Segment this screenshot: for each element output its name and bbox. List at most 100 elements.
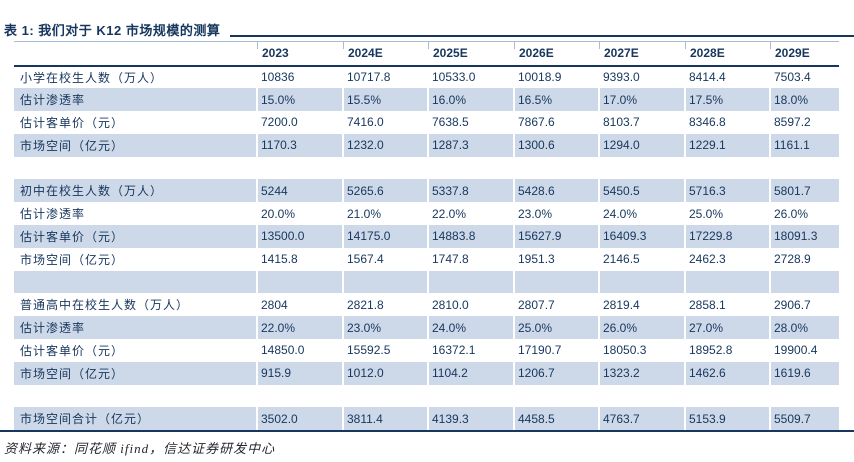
table-bottom-rule <box>0 430 854 433</box>
value-cell: 5265.6 <box>342 179 428 203</box>
table-title-row: 表 1: 我们对于 K12 市场规模的测算 <box>0 0 854 39</box>
value-cell: 18.0% <box>769 88 839 112</box>
row-label: 估计客单价（元） <box>20 343 125 358</box>
value-cell: 10836 <box>256 65 343 89</box>
value-cell: 1232.0 <box>342 133 428 157</box>
value-cell: 24.0% <box>427 316 514 340</box>
k12-market-table: 2023 2024E 2025E 2026E 2027E 2028E 2029E 小学在校生… <box>14 41 839 431</box>
table-row: 估计客单价（元） 14850.0 15592.5 16372.1 17190.7 1805… <box>14 339 839 362</box>
value-cell: 1287.3 <box>427 133 514 157</box>
row-label: 估计渗透率 <box>20 207 86 222</box>
value-cell: 23.0% <box>513 202 599 226</box>
row-label: 小学在校生人数（万人） <box>20 70 164 85</box>
value-cell: 2728.9 <box>769 247 839 271</box>
value-cell <box>598 384 685 408</box>
value-cell <box>513 156 599 180</box>
table-row: 市场空间（亿元） 1415.8 1567.4 1747.8 1951.3 2146.5 24… <box>14 247 839 271</box>
value-cell: 15.5% <box>342 88 428 112</box>
value-cell: 1170.3 <box>256 133 343 157</box>
row-label: 估计渗透率 <box>14 316 257 340</box>
value-cell: 2819.4 <box>598 293 685 317</box>
source-note: 资料来源：同花顺 ifind，信达证券研发中心 <box>4 441 276 457</box>
row-label <box>14 270 257 294</box>
value-cell: 5450.5 <box>598 179 685 203</box>
value-cell: 7503.4 <box>769 65 839 89</box>
value-cell: 8597.2 <box>769 111 839 134</box>
table-row: 估计客单价（元） 13500.0 14175.0 14883.8 15627.9 1640… <box>14 225 839 248</box>
value-cell <box>256 384 343 408</box>
value-cell: 14883.8 <box>427 225 514 248</box>
value-cell: 2807.7 <box>513 293 599 317</box>
value-cell: 9393.0 <box>598 65 685 89</box>
value-cell: 22.0% <box>427 202 514 226</box>
value-cell: 2146.5 <box>598 247 685 271</box>
value-cell: 10018.9 <box>513 65 599 89</box>
year-column-header: 2027E <box>599 41 685 67</box>
value-cell <box>342 156 428 180</box>
value-cell: 25.0% <box>513 316 599 340</box>
year-column-header: 2024E <box>343 41 428 67</box>
value-cell: 1415.8 <box>256 247 343 271</box>
row-label: 市场空间（亿元） <box>20 252 125 267</box>
table-row: 市场空间（亿元） 1170.3 1232.0 1287.3 1300.6 1294.0 12… <box>14 133 839 157</box>
value-cell <box>427 156 514 180</box>
value-cell: 3502.0 <box>256 407 343 431</box>
row-label <box>14 385 257 408</box>
value-cell: 1104.2 <box>427 361 514 385</box>
label-column-header <box>14 41 257 67</box>
value-cell: 15592.5 <box>342 339 428 362</box>
value-cell: 5716.3 <box>684 179 770 203</box>
value-cell: 3811.4 <box>342 407 428 431</box>
row-label: 估计客单价（元） <box>14 225 257 248</box>
value-cell: 17.5% <box>684 88 770 112</box>
table-row: 估计渗透率 15.0% 15.5% 16.0% 16.5% 17.0% 17.5% 18.0% <box>14 88 839 112</box>
value-cell: 19900.4 <box>769 339 839 362</box>
year-column-header: 2026E <box>514 41 599 67</box>
value-cell: 17190.7 <box>513 339 599 362</box>
total-row: 市场空间合计（亿元） 3502.0 3811.4 4139.3 4458.5 4763.7… <box>14 407 839 431</box>
value-cell: 1206.7 <box>513 361 599 385</box>
value-cell: 1567.4 <box>342 247 428 271</box>
value-cell: 7638.5 <box>427 111 514 134</box>
value-cell: 24.0% <box>598 202 685 226</box>
value-cell <box>598 156 685 180</box>
row-label: 市场空间（亿元） <box>14 133 257 157</box>
value-cell: 16409.3 <box>598 225 685 248</box>
value-cell: 16.0% <box>427 88 514 112</box>
value-cell: 17.0% <box>598 88 685 112</box>
value-cell: 1462.6 <box>684 361 770 385</box>
table-row: 估计渗透率 20.0% 21.0% 22.0% 23.0% 24.0% 25.0% 26.0% <box>14 202 839 226</box>
value-cell: 915.9 <box>256 361 343 385</box>
value-cell: 17229.8 <box>684 225 770 248</box>
row-label: 初中在校生人数（万人） <box>14 179 257 203</box>
value-cell: 2804 <box>256 293 343 317</box>
year-column-header: 2023 <box>257 41 343 67</box>
value-cell <box>598 270 685 294</box>
value-cell: 5153.9 <box>684 407 770 431</box>
value-cell: 5244 <box>256 179 343 203</box>
value-cell: 8414.4 <box>684 65 770 89</box>
value-cell: 26.0% <box>769 202 839 226</box>
table-title: 表 1: 我们对于 K12 市场规模的测算 <box>4 23 221 38</box>
value-cell: 4458.5 <box>513 407 599 431</box>
spacer-row <box>14 156 839 180</box>
value-cell: 14175.0 <box>342 225 428 248</box>
value-cell: 22.0% <box>256 316 343 340</box>
value-cell: 1012.0 <box>342 361 428 385</box>
value-cell: 5801.7 <box>769 179 839 203</box>
value-cell: 2906.7 <box>769 293 839 317</box>
row-label: 市场空间合计（亿元） <box>14 407 257 431</box>
value-cell: 25.0% <box>684 202 770 226</box>
value-cell: 5337.8 <box>427 179 514 203</box>
value-cell <box>684 156 770 180</box>
value-cell: 20.0% <box>256 202 343 226</box>
table-body: 小学在校生人数（万人） 10836 10717.8 10533.0 10018.9 939… <box>14 65 839 431</box>
value-cell: 18952.8 <box>684 339 770 362</box>
table-row: 初中在校生人数（万人） 5244 5265.6 5337.8 5428.6 5450.5 5… <box>14 179 839 203</box>
value-cell: 1294.0 <box>598 133 685 157</box>
value-cell: 15.0% <box>256 88 343 112</box>
value-cell <box>513 384 599 408</box>
value-cell <box>684 384 770 408</box>
year-column-header: 2029E <box>770 41 839 67</box>
value-cell: 10717.8 <box>342 65 428 89</box>
